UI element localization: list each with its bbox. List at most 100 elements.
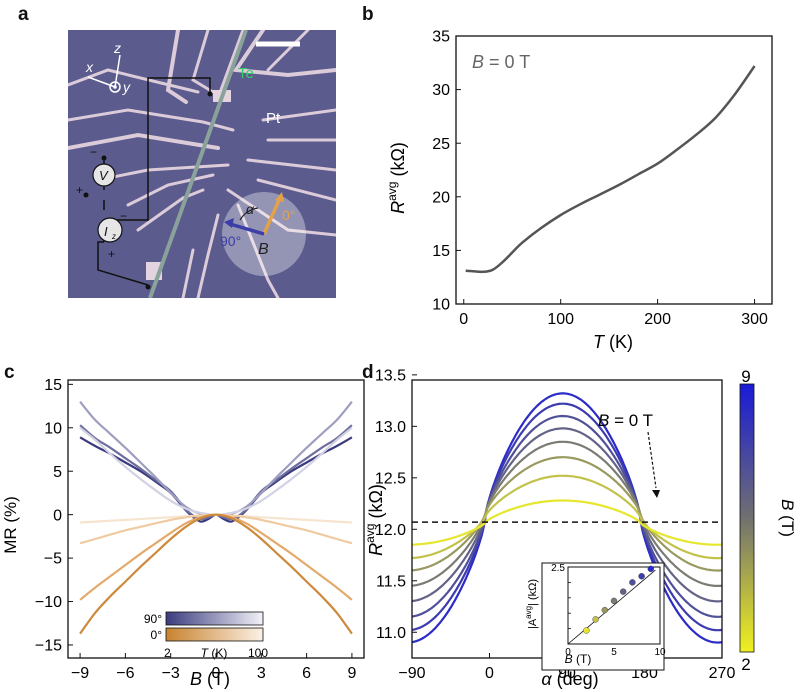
inset-ylabel: |Aavg| (kΩ) [524, 579, 539, 629]
chart-c-legend: 90° 0° 2 100 T (K) [144, 611, 268, 660]
y-tick-label: 0 [53, 507, 62, 524]
pt-electrodes [68, 30, 336, 298]
x-tick-label: 9 [347, 665, 356, 682]
chart-b-frame [455, 35, 773, 305]
chart-c-xlabel: B (T) [190, 669, 230, 689]
chart-b-annotation: B = 0 T [472, 52, 530, 72]
y-tick-label: 10 [44, 420, 62, 437]
panel-letter-d: d [362, 362, 374, 383]
chart-b-series-line [465, 65, 756, 274]
voltmeter-plus: + [76, 183, 83, 197]
legend-tmax: 100 [248, 646, 268, 660]
inset-axes [567, 566, 661, 645]
chart-c-series-line [79, 513, 353, 545]
axes-triad [87, 54, 121, 93]
chart-d-series-line [411, 427, 723, 603]
chart-b: 0 100 200 300 10 15 20 25 30 35 B = 0 T Ravg (kΩ)… [385, 29, 773, 352]
colorbar-label: B (T) [778, 499, 797, 537]
x-tick-label: −6 [116, 665, 134, 682]
inset-y-tick-label: 2.5 [551, 563, 565, 574]
contact-dot-1 [101, 155, 107, 161]
y-tick-label: 13.0 [375, 419, 406, 436]
colorbar-max: 9 [741, 367, 750, 386]
chart-c-series-line [80, 513, 352, 524]
chart-d-series-line [411, 414, 723, 618]
y-tick-label: 30 [432, 82, 450, 99]
y-tick-label: −15 [35, 638, 62, 655]
colorbar-min: 2 [741, 655, 750, 674]
y-tick-label: 25 [432, 136, 450, 153]
current-minus: − [120, 209, 127, 223]
legend-90deg-label: 90° [144, 612, 162, 626]
axis-y-label: y [122, 79, 131, 95]
x-tick-label: −90 [398, 665, 425, 682]
inset-point [629, 579, 636, 586]
chart-d-series-line [411, 499, 722, 546]
x-tick-label: 0 [459, 311, 468, 328]
chart-d-xlabel: α (deg) [541, 669, 598, 689]
chart-c-series-line [79, 513, 353, 635]
axis-x-label: x [85, 59, 94, 75]
y-tick-label: −10 [35, 594, 62, 611]
inset-xlabel: B (T) [565, 652, 592, 666]
arrow-90deg-head [224, 218, 234, 228]
inset-point [610, 597, 618, 605]
device-micrograph: Te Pt x y z V − + I z − + α 0° 90° B [68, 30, 336, 298]
panel-letter-c: c [4, 362, 15, 383]
x-tick-label: 0 [212, 665, 221, 682]
chart-c-series-line [79, 401, 353, 516]
inset-point [601, 606, 609, 614]
chart-d-series-line [411, 402, 723, 632]
deg0-label: 0° [282, 207, 295, 223]
pt-label: Pt [266, 110, 281, 127]
inset-x-tick-label: 0 [565, 647, 571, 658]
axis-z-label: z [113, 40, 121, 56]
inset-x-tick-label: 5 [611, 647, 617, 658]
inset-x-tick-label: 10 [654, 647, 666, 658]
inset-fit-line [567, 569, 656, 645]
x-tick-label: 0 [485, 665, 494, 682]
chart-d-annotation: B = 0 T [598, 411, 653, 430]
inset-point [647, 565, 654, 573]
deg90-label: 90° [220, 233, 241, 249]
y-tick-label: 15 [432, 243, 450, 260]
legend-0deg-bar [165, 627, 264, 642]
y-tick-label: 20 [432, 189, 450, 206]
legend-tlabel: T (K) [201, 646, 228, 660]
current-source-label: I [104, 224, 108, 239]
y-tick-label: 11.0 [376, 625, 406, 642]
inset-point [592, 616, 599, 623]
chart-d-series-line [411, 456, 723, 572]
colorbar [739, 383, 755, 653]
annotation-arrow-head [652, 490, 660, 498]
legend-tmin: 2 [164, 646, 171, 660]
y-tick-label: 5 [53, 464, 62, 481]
axis-y-dot [113, 85, 117, 89]
y-tick-label: 12.0 [375, 522, 406, 539]
voltmeter-icon [92, 163, 116, 187]
chart-d-series-line [411, 474, 723, 560]
field-label: B [258, 241, 269, 258]
panel-letter-a: a [18, 4, 29, 25]
x-tick-label: −9 [71, 665, 89, 682]
current-source-icon [97, 217, 123, 243]
chart-c-series-line [79, 436, 353, 523]
current-source-sub: z [111, 232, 116, 241]
annotation-arrow [647, 431, 657, 489]
legend-90deg-bar [165, 611, 264, 626]
y-tick-label: 12.5 [375, 470, 406, 487]
chart-c-series-line [79, 426, 353, 516]
x-tick-label: 3 [257, 665, 266, 682]
y-tick-label: −5 [44, 551, 62, 568]
chart-d-ylabel: Ravg (kΩ) [363, 484, 386, 556]
y-tick-label: 35 [432, 29, 450, 46]
contact-dot-4 [145, 284, 151, 290]
chart-c-series-line [79, 424, 353, 521]
inset-point [638, 573, 645, 580]
panel-letter-b: b [362, 4, 374, 25]
inset-plot: 0 5 10 2.5 B (T) |Aavg| (kΩ) [524, 562, 666, 671]
legend-0deg-label: 0° [151, 628, 163, 642]
chart-b-ylabel: Ravg (kΩ) [385, 142, 408, 214]
x-tick-label: 200 [644, 311, 671, 328]
